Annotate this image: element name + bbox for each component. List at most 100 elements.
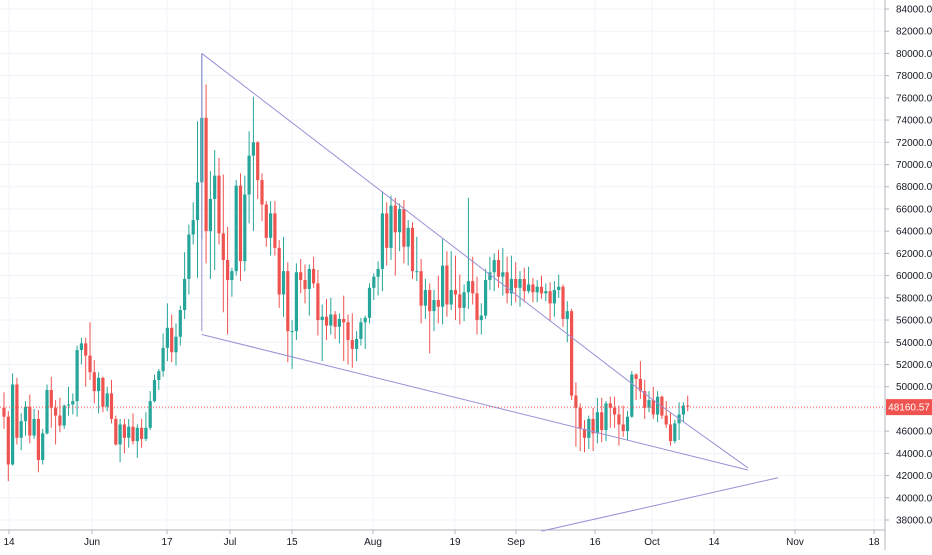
candle[interactable] <box>587 415 591 449</box>
candle[interactable] <box>570 308 574 401</box>
candle[interactable] <box>647 391 651 413</box>
candle[interactable] <box>501 247 505 296</box>
candle[interactable] <box>45 384 49 435</box>
candle[interactable] <box>415 236 419 282</box>
candle[interactable] <box>234 180 238 276</box>
candle[interactable] <box>6 411 10 482</box>
candle[interactable] <box>277 240 281 308</box>
candle[interactable] <box>307 264 311 316</box>
candle[interactable] <box>183 252 187 319</box>
candle[interactable] <box>372 273 376 301</box>
candle[interactable] <box>238 173 243 282</box>
candle[interactable] <box>247 131 251 224</box>
candle[interactable] <box>243 175 247 272</box>
candle[interactable] <box>114 415 118 446</box>
candle[interactable] <box>226 226 230 335</box>
candle[interactable] <box>161 333 165 377</box>
candle[interactable] <box>36 410 40 473</box>
candle[interactable] <box>363 315 367 349</box>
candle[interactable] <box>324 298 329 341</box>
candle[interactable] <box>41 428 45 465</box>
candle[interactable] <box>109 380 114 424</box>
candle[interactable] <box>23 401 28 436</box>
candle[interactable] <box>608 396 612 428</box>
candle[interactable] <box>423 278 427 319</box>
candle[interactable] <box>19 413 23 451</box>
candle[interactable] <box>514 262 518 303</box>
candle[interactable] <box>11 373 15 466</box>
candle[interactable] <box>213 150 217 271</box>
candle[interactable] <box>152 374 157 403</box>
candle[interactable] <box>509 255 513 306</box>
candle[interactable] <box>62 404 66 429</box>
candle[interactable] <box>101 376 105 413</box>
candle[interactable] <box>290 320 294 369</box>
candle[interactable] <box>359 317 363 346</box>
candle[interactable] <box>380 191 384 292</box>
candle[interactable] <box>165 303 169 362</box>
candle[interactable] <box>419 258 423 324</box>
candle[interactable] <box>299 258 303 294</box>
candle[interactable] <box>118 418 122 463</box>
candle[interactable] <box>355 331 359 362</box>
candle[interactable] <box>170 314 174 363</box>
candle[interactable] <box>204 84 208 264</box>
candle[interactable] <box>664 401 668 428</box>
candle[interactable] <box>398 203 402 252</box>
candle[interactable] <box>462 284 466 322</box>
candle[interactable] <box>140 418 144 448</box>
candle[interactable] <box>256 141 260 199</box>
candle[interactable] <box>79 337 83 365</box>
candle[interactable] <box>281 236 286 317</box>
candle[interactable] <box>195 121 200 278</box>
candle[interactable] <box>367 283 372 324</box>
candle[interactable] <box>260 173 264 222</box>
trendline[interactable] <box>541 477 779 532</box>
candle[interactable] <box>479 303 483 335</box>
candle[interactable] <box>105 386 109 412</box>
candle[interactable] <box>337 313 341 344</box>
candle[interactable] <box>544 283 548 302</box>
candle[interactable] <box>527 266 531 294</box>
candle[interactable] <box>475 276 479 335</box>
candle[interactable] <box>303 264 307 304</box>
candle[interactable] <box>316 270 320 336</box>
candle[interactable] <box>436 275 440 324</box>
trendline[interactable] <box>201 333 749 471</box>
candle[interactable] <box>471 256 475 305</box>
candle[interactable] <box>350 313 354 368</box>
trendline[interactable] <box>201 53 658 404</box>
candle[interactable] <box>393 197 397 276</box>
candle[interactable] <box>273 201 277 256</box>
candle[interactable] <box>174 323 178 366</box>
candle[interactable] <box>54 400 58 445</box>
candle[interactable] <box>66 386 71 416</box>
candle[interactable] <box>286 262 290 363</box>
candle[interactable] <box>458 274 462 325</box>
candle[interactable] <box>643 380 647 419</box>
candle[interactable] <box>638 361 642 399</box>
candle[interactable] <box>2 392 6 429</box>
candle[interactable] <box>565 301 569 343</box>
candle[interactable] <box>428 283 432 354</box>
candle[interactable] <box>148 391 152 431</box>
candle[interactable] <box>488 256 492 291</box>
candle[interactable] <box>178 305 182 346</box>
candle[interactable] <box>625 411 630 441</box>
candle[interactable] <box>329 297 333 335</box>
candle[interactable] <box>686 395 690 412</box>
candle[interactable] <box>221 174 225 313</box>
candle[interactable] <box>613 396 617 428</box>
candle[interactable] <box>230 267 234 297</box>
candle[interactable] <box>122 418 126 454</box>
candle[interactable] <box>71 393 75 415</box>
candle[interactable] <box>600 397 604 443</box>
y-axis[interactable]: 84000.00 82000.00 80000.00 78000.00 76000.00… <box>885 5 932 527</box>
candle[interactable] <box>402 200 406 264</box>
candle[interactable] <box>651 386 655 419</box>
candle[interactable] <box>557 274 561 298</box>
candle[interactable] <box>505 256 509 304</box>
candle[interactable] <box>591 407 595 452</box>
candle[interactable] <box>522 267 526 303</box>
